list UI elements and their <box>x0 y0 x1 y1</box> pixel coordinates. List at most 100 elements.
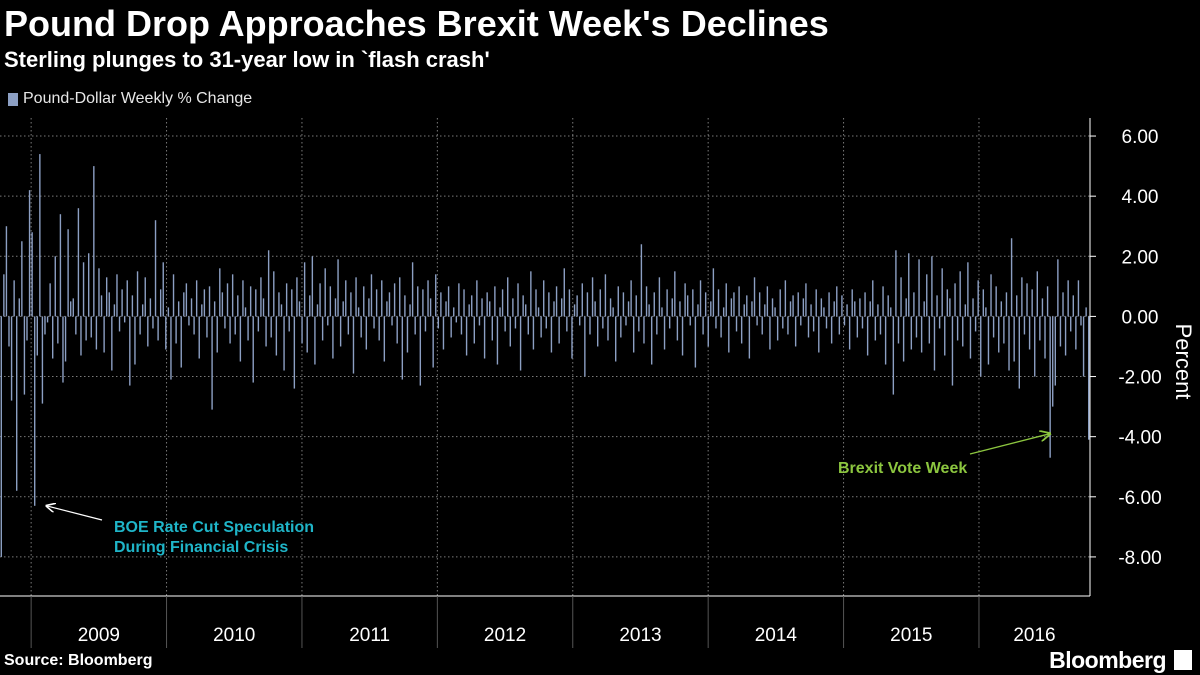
bar <box>928 316 931 344</box>
bar <box>72 298 74 317</box>
bar <box>879 316 882 335</box>
bar <box>244 307 247 317</box>
bar <box>360 316 362 338</box>
bar <box>730 298 733 317</box>
bar <box>1023 316 1026 335</box>
bar <box>267 250 270 317</box>
bar <box>342 301 344 317</box>
bar <box>141 304 144 317</box>
bar <box>206 316 208 338</box>
bar <box>702 316 704 335</box>
bar <box>882 286 884 317</box>
bar <box>807 316 810 338</box>
bar <box>167 307 170 317</box>
bar <box>21 241 23 317</box>
bar <box>491 316 493 341</box>
bar <box>704 292 707 317</box>
bar <box>463 289 465 317</box>
bar <box>208 286 211 317</box>
bar <box>193 316 195 335</box>
bar <box>769 316 771 350</box>
bar <box>442 316 445 350</box>
bar <box>525 304 527 317</box>
bar <box>658 277 661 317</box>
bar <box>671 298 673 317</box>
bar <box>1062 292 1064 317</box>
bar <box>530 271 532 317</box>
bar <box>427 280 429 317</box>
bar <box>820 298 823 317</box>
bar <box>949 298 951 317</box>
bar <box>897 316 900 344</box>
bar <box>159 289 162 317</box>
bar <box>494 286 496 317</box>
bar <box>962 316 964 347</box>
bar <box>874 316 877 341</box>
bar <box>859 298 861 317</box>
bar <box>481 298 483 317</box>
bar <box>213 301 216 317</box>
bar <box>751 301 753 317</box>
bar <box>910 316 913 350</box>
bar <box>118 316 121 332</box>
bar <box>36 316 38 356</box>
bar <box>987 316 990 365</box>
bar <box>666 289 668 317</box>
bar <box>707 316 709 347</box>
bar <box>684 283 686 317</box>
bar <box>108 292 110 317</box>
bar <box>748 316 751 359</box>
bar <box>866 316 869 356</box>
bar <box>890 307 892 317</box>
bar <box>239 316 242 362</box>
bar <box>221 292 224 317</box>
bar <box>908 253 910 317</box>
y-tick-label: -4.00 <box>1118 428 1161 449</box>
bar <box>722 307 725 317</box>
bar <box>892 316 895 395</box>
bar <box>80 316 82 356</box>
bar <box>219 268 221 317</box>
bar <box>458 283 460 317</box>
bar <box>183 292 185 317</box>
bar <box>90 316 92 338</box>
bar <box>327 316 329 326</box>
bar <box>1018 316 1020 389</box>
bar <box>1044 316 1046 359</box>
bar <box>249 286 252 317</box>
bar <box>800 316 802 326</box>
bar <box>406 316 409 353</box>
bar <box>59 214 62 317</box>
bar <box>265 316 267 347</box>
bar <box>717 289 720 317</box>
bar <box>784 280 787 317</box>
bar <box>699 280 702 317</box>
bar <box>743 304 745 317</box>
source-note: Source: Bloomberg <box>4 652 153 669</box>
bar <box>339 316 342 347</box>
bar <box>869 301 871 317</box>
bar <box>599 289 601 317</box>
bar <box>468 304 470 317</box>
bar <box>805 283 807 317</box>
bar <box>460 316 463 335</box>
bar <box>517 283 519 317</box>
bar <box>980 316 982 377</box>
bar <box>815 289 817 317</box>
bar <box>422 289 424 317</box>
bar <box>561 298 563 317</box>
bar <box>280 304 283 317</box>
bar <box>373 316 375 329</box>
bar <box>170 316 172 380</box>
bar <box>884 316 887 365</box>
bar <box>779 289 781 317</box>
bar <box>388 292 391 317</box>
y-tick-label: 2.00 <box>1122 247 1159 268</box>
bar <box>337 259 339 317</box>
bar <box>650 316 653 365</box>
bar <box>632 316 635 353</box>
bar <box>255 289 257 317</box>
bar <box>18 298 20 317</box>
bar <box>450 316 452 338</box>
bar <box>0 316 2 557</box>
